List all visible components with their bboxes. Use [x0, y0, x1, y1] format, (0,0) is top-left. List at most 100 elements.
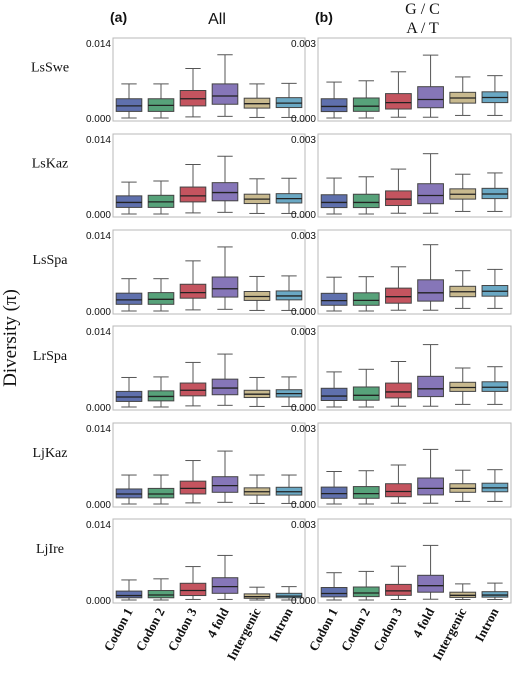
y-tick-label: 0.014	[86, 135, 111, 146]
iqr-box	[211, 476, 239, 493]
box-4-fold	[417, 153, 444, 214]
iqr-box	[352, 386, 380, 401]
box-intron	[481, 268, 509, 309]
population-label: LjIre	[36, 542, 64, 557]
y-tick-label: 0.000	[291, 114, 316, 125]
y-tick-label: 0.003	[291, 424, 316, 435]
box-codon-2	[352, 276, 380, 312]
iqr-box	[179, 480, 207, 495]
panel-frame	[317, 229, 512, 315]
iqr-box	[385, 190, 412, 207]
panel: 0.014 0.000	[86, 37, 306, 125]
box-intergenic	[243, 586, 271, 601]
box-codon-2	[147, 578, 175, 601]
box-intron	[481, 172, 509, 212]
box-intron	[275, 586, 303, 601]
x-tick-label: Codon 3	[370, 605, 405, 654]
box-codon-3	[385, 361, 412, 407]
iqr-box	[147, 590, 175, 599]
box-codon-1	[320, 371, 348, 408]
iqr-box	[352, 97, 380, 112]
y-tick-label: 0.003	[291, 39, 316, 50]
iqr-box	[385, 583, 412, 596]
box-codon-3	[179, 460, 207, 504]
iqr-box	[179, 582, 207, 597]
box-intron	[481, 582, 509, 600]
panel: 0.014 0.000	[86, 229, 306, 318]
column-title-line: A / T	[406, 20, 439, 37]
box-codon-3	[385, 168, 412, 214]
box-codon-1	[115, 83, 143, 119]
box-intron	[275, 82, 303, 118]
box-codon-3	[179, 68, 207, 118]
box-codon-3	[179, 361, 207, 407]
iqr-box	[417, 477, 444, 496]
panel-letter: (b)	[315, 9, 333, 25]
y-tick-label: 0.014	[86, 424, 111, 435]
panel: 0.003 0.000	[291, 133, 512, 221]
iqr-box	[320, 292, 348, 306]
panel-frame	[317, 133, 512, 218]
panel-frame	[317, 37, 512, 122]
population-label: LsSwe	[31, 61, 69, 76]
box-codon-1	[115, 474, 143, 505]
x-tick-label: 4 fold	[204, 605, 232, 640]
box-intergenic	[243, 178, 271, 214]
box-intergenic	[449, 583, 477, 600]
box-intron	[275, 376, 303, 407]
box-4-fold	[417, 544, 444, 600]
column-title: G / C A / T	[405, 1, 440, 37]
panel: 0.014 0.000	[86, 133, 306, 221]
iqr-box	[115, 292, 143, 305]
box-intergenic	[243, 376, 271, 407]
x-tick-label: Codon 1	[306, 605, 341, 653]
box-codon-3	[385, 565, 412, 600]
x-tick-label: Intron	[471, 605, 501, 644]
box-codon-1	[320, 471, 348, 505]
y-axis-label: Diversity (π)	[0, 289, 21, 387]
box-intergenic	[243, 83, 271, 118]
box-intergenic	[243, 275, 271, 311]
box-codon-1	[320, 276, 348, 312]
iqr-box	[320, 194, 348, 209]
iqr-box	[115, 98, 143, 112]
x-tick-label: 4 fold	[409, 605, 437, 640]
panel: 0.003 0.000	[291, 325, 512, 414]
box-codon-1	[320, 81, 348, 119]
box-4-fold	[417, 448, 444, 504]
box-codon-1	[115, 278, 143, 312]
column-title-line: G / C	[405, 1, 440, 18]
box-codon-1	[115, 181, 143, 215]
iqr-box	[417, 574, 444, 593]
iqr-box	[211, 182, 239, 202]
panel-frame	[317, 422, 512, 508]
box-codon-2	[352, 570, 380, 601]
iqr-box	[147, 292, 175, 305]
iqr-box	[352, 486, 380, 499]
box-codon-2	[147, 278, 175, 312]
x-tick-label: Codon 2	[133, 605, 168, 653]
y-tick-label: 0.000	[291, 307, 316, 318]
box-4-fold	[211, 554, 239, 600]
box-codon-2	[147, 474, 175, 505]
panel: 0.014 0.000	[86, 422, 306, 511]
y-tick-label: 0.000	[86, 210, 111, 221]
box-intergenic	[449, 469, 477, 502]
box-codon-3	[179, 260, 207, 311]
y-tick-label: 0.000	[86, 403, 111, 414]
iqr-box	[320, 587, 348, 598]
y-tick-label: 0.014	[86, 39, 111, 50]
column-title-line: All	[208, 11, 226, 28]
panel: 0.014 0.000	[86, 518, 306, 607]
box-codon-1	[115, 579, 143, 601]
iqr-box	[320, 387, 348, 401]
box-codon-2	[352, 470, 380, 505]
iqr-box	[320, 486, 348, 499]
iqr-box	[211, 577, 239, 594]
panel: 0.003 0.000	[291, 422, 512, 511]
panel: 0.014 0.000	[86, 325, 306, 414]
box-intron	[481, 75, 509, 116]
iqr-box	[115, 590, 143, 599]
y-tick-label: 0.000	[291, 596, 316, 607]
